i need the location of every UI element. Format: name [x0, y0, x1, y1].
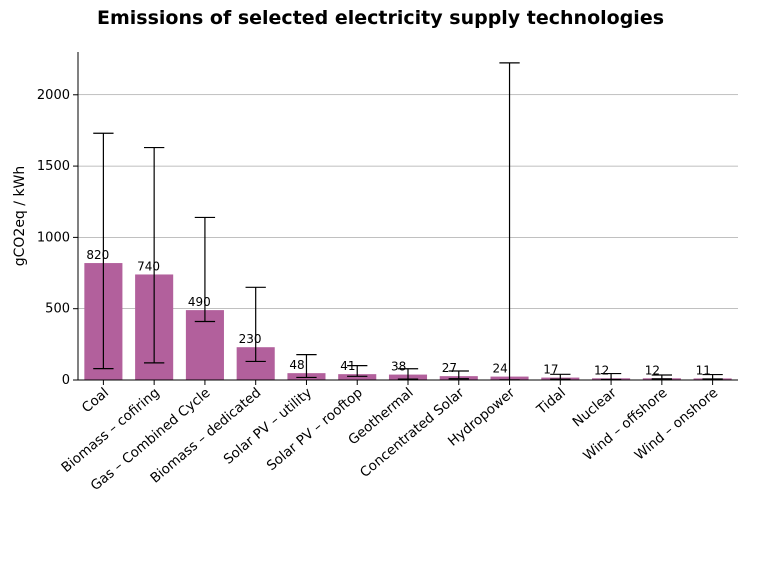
chart-svg: Emissions of selected electricity supply…	[0, 0, 761, 578]
y-tick-label: 1000	[37, 230, 70, 245]
chart-title: Emissions of selected electricity supply…	[97, 7, 664, 29]
bar-value-label: 230	[239, 332, 262, 346]
bar-value-label: 740	[137, 259, 160, 273]
y-tick-label: 500	[45, 302, 70, 317]
bar-value-label: 17	[543, 363, 558, 377]
y-tick-label: 0	[62, 373, 70, 388]
y-tick-label: 2000	[37, 88, 70, 103]
bar-value-label: 490	[188, 295, 211, 309]
emissions-bar-chart: Emissions of selected electricity supply…	[0, 0, 761, 578]
bar-value-label: 24	[493, 362, 508, 376]
bar-value-label: 12	[645, 363, 660, 377]
bar-value-label: 820	[86, 248, 109, 262]
bar-value-label: 11	[696, 363, 711, 377]
bar-value-label: 27	[442, 361, 457, 375]
y-tick-label: 1500	[37, 159, 70, 174]
y-axis-label: gCO2eq / kWh	[12, 166, 28, 267]
bar-value-label: 41	[340, 359, 355, 373]
bar-value-label: 38	[391, 360, 406, 374]
bar-value-label: 12	[594, 363, 609, 377]
bar-value-label: 48	[289, 358, 304, 372]
